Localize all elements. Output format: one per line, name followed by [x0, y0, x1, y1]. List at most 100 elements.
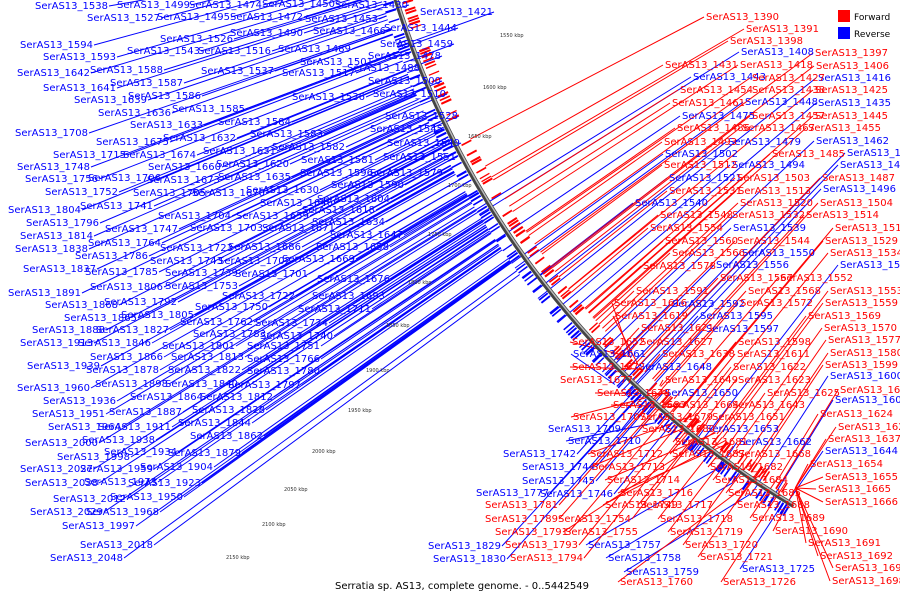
forward-gene-label: SerAS13_1712: [590, 449, 663, 460]
label-connector: [159, 191, 466, 371]
forward-gene-label: SerAS13_1397: [815, 48, 888, 59]
forward-gene-label: SerAS13_1655: [825, 472, 898, 483]
reverse-feature: [755, 488, 763, 499]
label-connector: [169, 172, 455, 331]
reverse-gene-label: SerAS13_1740: [260, 331, 333, 342]
label-connector: [335, 0, 351, 5]
reverse-gene-label: SerAS13_1496: [823, 184, 896, 195]
reverse-gene-label: SerAS13_1997: [62, 521, 135, 532]
reverse-feature: [717, 462, 726, 473]
forward-feature: [433, 81, 445, 89]
forward-gene-label: SerAS13_1714: [607, 475, 680, 486]
reverse-feature: [524, 274, 534, 282]
label-connector: [722, 302, 824, 439]
reverse-feature: [435, 131, 447, 139]
forward-feature: [482, 177, 493, 185]
reverse-gene-label: SerAS13_1711: [298, 304, 371, 315]
forward-gene-label: SerAS13_1566: [672, 248, 745, 259]
label-connector: [525, 127, 676, 232]
reverse-feature: [762, 493, 770, 504]
reverse-feature: [477, 205, 488, 213]
forward-gene-label: SerAS13_1721: [700, 552, 773, 563]
reverse-gene-label: SerAS13_1804: [8, 205, 81, 216]
forward-feature: [775, 479, 783, 490]
forward-feature: [481, 175, 492, 183]
label-connector: [155, 226, 487, 441]
label-connector: [644, 353, 661, 373]
label-connector: [183, 262, 512, 498]
reverse-gene-label: SerAS13_1494: [732, 160, 805, 171]
reverse-gene-label: SerAS13_1785: [85, 267, 158, 278]
reverse-gene-label: SerAS13_1516: [198, 46, 271, 57]
reverse-gene-label: SerAS13_1536: [292, 92, 365, 103]
forward-gene-label: SerAS13_1683: [613, 400, 686, 411]
forward-gene-label: SerAS13_1534: [830, 248, 900, 259]
reverse-gene-label: SerAS13_1662: [739, 437, 812, 448]
forward-feature: [560, 289, 570, 298]
forward-feature: [690, 418, 700, 429]
label-connector: [660, 290, 747, 387]
label-connector: [534, 89, 751, 245]
label-connector: [712, 448, 738, 481]
reverse-gene-label: SerAS13_1510: [373, 89, 446, 100]
reverse-gene-label: SerAS13_1597: [706, 324, 779, 335]
label-connector: [692, 366, 732, 416]
label-connector: [504, 89, 679, 200]
reverse-feature: [583, 344, 593, 354]
reverse-gene-label: SerAS13_1705: [133, 188, 206, 199]
label-connector: [161, 117, 428, 244]
label-connector: [265, 247, 502, 411]
reverse-feature: [714, 461, 724, 472]
label-connector: [177, 158, 448, 303]
label-connector: [153, 239, 496, 470]
forward-gene-label: SerAS13_1707: [573, 412, 646, 423]
label-connector: [103, 243, 499, 513]
forward-gene-label: SerAS13_1652: [572, 337, 645, 348]
reverse-gene-label: SerAS13_1797: [228, 380, 301, 391]
reverse-feature: [616, 378, 625, 387]
forward-gene-label: SerAS13_1467: [742, 123, 815, 134]
reverse-gene-label: SerAS13_1475: [682, 111, 755, 122]
reverse-gene-label: SerAS13_1751: [247, 341, 320, 352]
reverse-feature: [426, 112, 437, 119]
reverse-gene-label: SerAS13_1539: [733, 223, 806, 234]
reverse-gene-label: SerAS13_2029: [30, 507, 103, 518]
label-connector: [739, 511, 778, 570]
label-connector: [147, 19, 388, 101]
label-connector: [654, 202, 819, 382]
reverse-gene-label: SerAS13_1551: [383, 152, 456, 163]
forward-gene-label: SerAS13_1560: [665, 236, 738, 247]
reverse-feature: [681, 435, 691, 446]
reverse-feature: [496, 234, 507, 243]
forward-gene-label: SerAS13_1457: [752, 111, 825, 122]
forward-feature: [408, 17, 420, 23]
reverse-feature: [424, 108, 436, 115]
forward-gene-label: SerAS13_1445: [815, 111, 888, 122]
reverse-gene-label: SerAS13_1757: [588, 540, 661, 551]
reverse-gene-label: SerAS13_1764: [88, 238, 161, 249]
label-connector: [130, 226, 488, 458]
label-connector: [621, 164, 839, 392]
forward-gene-label: SerAS13_1398: [730, 36, 803, 47]
reverse-gene-label: SerAS13_1550: [742, 248, 815, 259]
label-connector: [93, 94, 417, 237]
label-connector-lines: [81, 0, 846, 583]
legend: Forward Reverse: [838, 10, 891, 40]
forward-gene-label: SerAS13_1504: [820, 198, 893, 209]
reverse-feature: [693, 445, 702, 455]
label-connector: [558, 393, 669, 520]
label-connector: [403, 195, 469, 236]
forward-gene-label: SerAS13_1487: [822, 173, 895, 184]
reverse-gene-label: SerAS13_1676: [317, 274, 390, 285]
label-connector: [551, 115, 751, 269]
label-connector: [118, 73, 409, 193]
reverse-gene-label: SerAS13_1745: [522, 476, 595, 487]
forward-feature: [661, 393, 670, 404]
reverse-gene-label: SerAS13_1710: [568, 436, 641, 447]
reverse-feature: [563, 322, 573, 331]
label-connector: [320, 232, 492, 347]
label-connector: [93, 220, 484, 470]
reverse-gene-label: SerAS13_1659: [236, 211, 309, 222]
label-connector: [96, 115, 427, 270]
